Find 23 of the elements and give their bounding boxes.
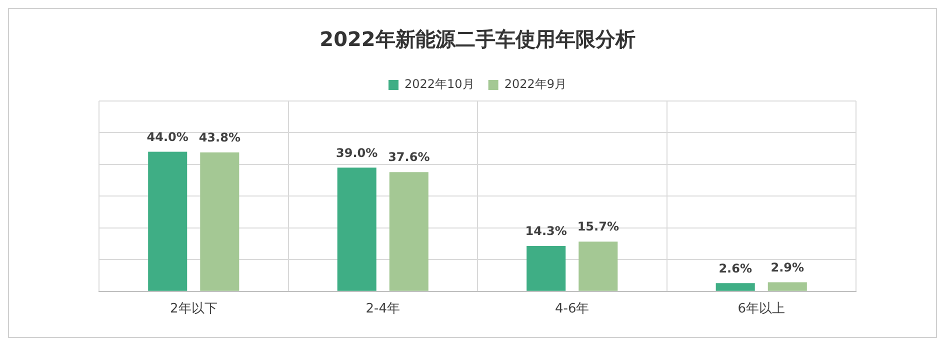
legend-label: 2022年10月: [404, 77, 474, 92]
bar: [337, 168, 376, 291]
data-label: 15.7%: [577, 220, 619, 234]
legend-label: 2022年9月: [504, 77, 567, 92]
data-label: 2.9%: [770, 260, 804, 274]
bar: [200, 152, 240, 291]
data-label: 39.0%: [336, 146, 378, 160]
bar: [578, 242, 618, 291]
bar: [526, 246, 566, 291]
data-label: 44.0%: [146, 130, 188, 144]
x-tick-label: 2年以下: [170, 302, 218, 317]
x-tick-label: 6年以上: [738, 302, 786, 317]
x-tick-label: 4-6年: [555, 302, 590, 317]
data-label: 43.8%: [198, 130, 240, 145]
bar: [389, 172, 428, 291]
chart-title: 2022年新能源二手车使用年限分析: [320, 27, 636, 52]
data-label: 2.6%: [718, 261, 752, 276]
bar: [716, 283, 755, 291]
bar: [148, 152, 188, 291]
data-label: 14.3%: [525, 224, 567, 238]
bar: [768, 282, 807, 291]
data-label: 37.6%: [388, 150, 430, 164]
x-tick-label: 2-4年: [366, 302, 400, 317]
